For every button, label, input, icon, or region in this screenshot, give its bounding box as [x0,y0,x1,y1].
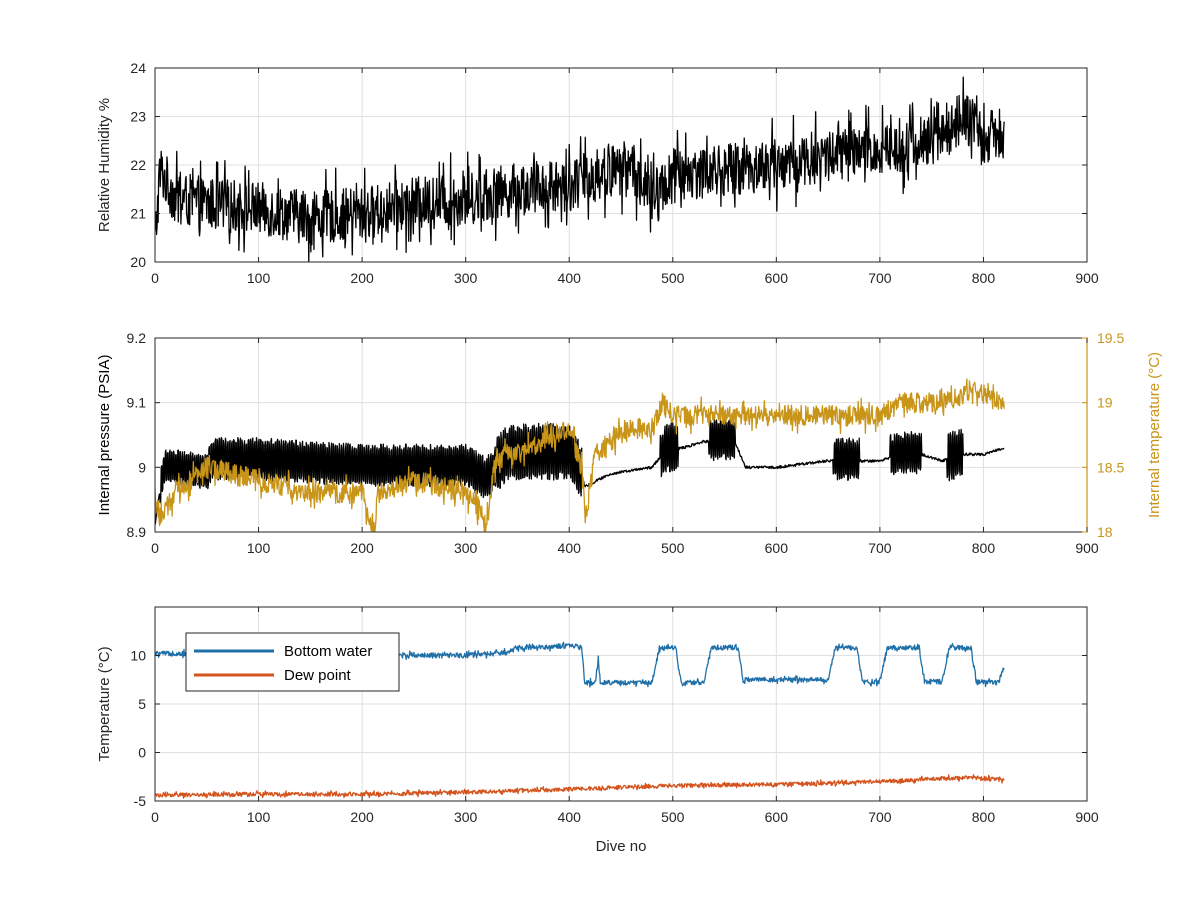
humidity-x-tick-label: 600 [765,270,789,286]
legend-label-dew-point: Dew point [284,667,352,684]
pressure-right-y-tick-label: 18.5 [1097,459,1124,475]
temperature-x-tick-label: 300 [454,809,478,825]
pressure-y-tick-label: 9.1 [127,395,147,411]
humidity-y-tick-label: 23 [130,109,146,125]
pressure-x-tick-label: 400 [558,540,582,556]
pressure-x-tick-label: 0 [151,540,159,556]
humidity-series-group [155,76,1005,262]
pressure-series-group [155,378,1005,532]
temperature-panel: 0 100 200 300 400 500 600 700 800 900-50510Temper… [96,606,1099,855]
temperature-x-tick-label: 100 [247,809,271,825]
humidity-x-tick-label: 200 [350,270,374,286]
dew-point-line [155,774,1005,799]
temperature-y-tick-label: 5 [138,696,146,712]
pressure-x-tick-label: 500 [661,540,685,556]
humidity-y-tick-label: 24 [130,60,146,76]
humidity-series-0-line [155,76,1005,262]
pressure-x-tick-label: 300 [454,540,478,556]
legend-box [185,632,400,692]
temperature-x-tick-label: 400 [558,809,582,825]
humidity-x-tick-label: 100 [247,270,271,286]
temperature-y-tick-label: 10 [130,648,146,664]
pressure-x-tick-label: 600 [765,540,789,556]
pressure-x-tick-label: 900 [1075,540,1099,556]
pressure-temperature-panel: 0 100 200 300 400 500 600 700 800 900 8.9 9 9.1 9.2 18… [96,330,1163,556]
humidity-x-tick-label: 500 [661,270,685,286]
pressure-right-y-tick-label: 19.5 [1097,330,1124,346]
pressure-y-tick-label: 9 [138,459,146,475]
humidity-x-tick-label: 300 [454,270,478,286]
pressure-x-tick-label: 200 [350,540,374,556]
legend: Bottom water Dew point [185,632,400,692]
pressure-x-tick-label: 100 [247,540,271,556]
humidity-x-tick-label: 400 [558,270,582,286]
temperature-x-tick-label: 700 [868,809,892,825]
pressure-y-tick-label: 9.2 [127,330,147,346]
pressure-y-tick-label: 8.9 [127,524,147,540]
pressure-right-y-tick-label: 18 [1097,524,1113,540]
temperature-y-axis-label: Temperature (°C) [96,646,113,761]
temperature-x-tick-label: 600 [765,809,789,825]
humidity-x-tick-label: 900 [1075,270,1099,286]
pressure-series-1-line [155,378,1005,532]
legend-label-bottom-water: Bottom water [284,643,372,660]
temperature-x-tick-label: 0 [151,809,159,825]
humidity-x-tick-label: 0 [151,270,159,286]
temperature-x-tick-label: 800 [972,809,996,825]
humidity-y-axis-label: Relative Humidity % [96,98,113,232]
pressure-series-0-line [155,418,1005,526]
temperature-x-tick-label: 500 [661,809,685,825]
temperature-y-tick-label: -5 [134,793,147,809]
humidity-x-tick-label: 800 [972,270,996,286]
humidity-x-tick-label: 700 [868,270,892,286]
pressure-right-y-tick-label: 19 [1097,395,1113,411]
temperature-x-tick-label: 200 [350,809,374,825]
humidity-y-tick-label: 20 [130,254,146,270]
temperature-y-tick-label: 0 [138,745,146,761]
temperature-x-tick-label: 900 [1075,809,1099,825]
pressure-x-tick-label: 700 [868,540,892,556]
humidity-y-tick-label: 22 [130,157,146,173]
pressure-right-y-axis-label: Internal temperature (°C) [1146,352,1163,518]
pressure-x-tick-label: 800 [972,540,996,556]
humidity-panel: 0 100 200 300 400 500 600 700 800 900 20 21 22 23 24 Re… [96,60,1099,286]
humidity-y-tick-label: 21 [130,206,146,222]
temperature-x-axis-label: Dive no [596,838,647,855]
pressure-y-axis-label: Internal pressure (PSIA) [96,355,113,516]
